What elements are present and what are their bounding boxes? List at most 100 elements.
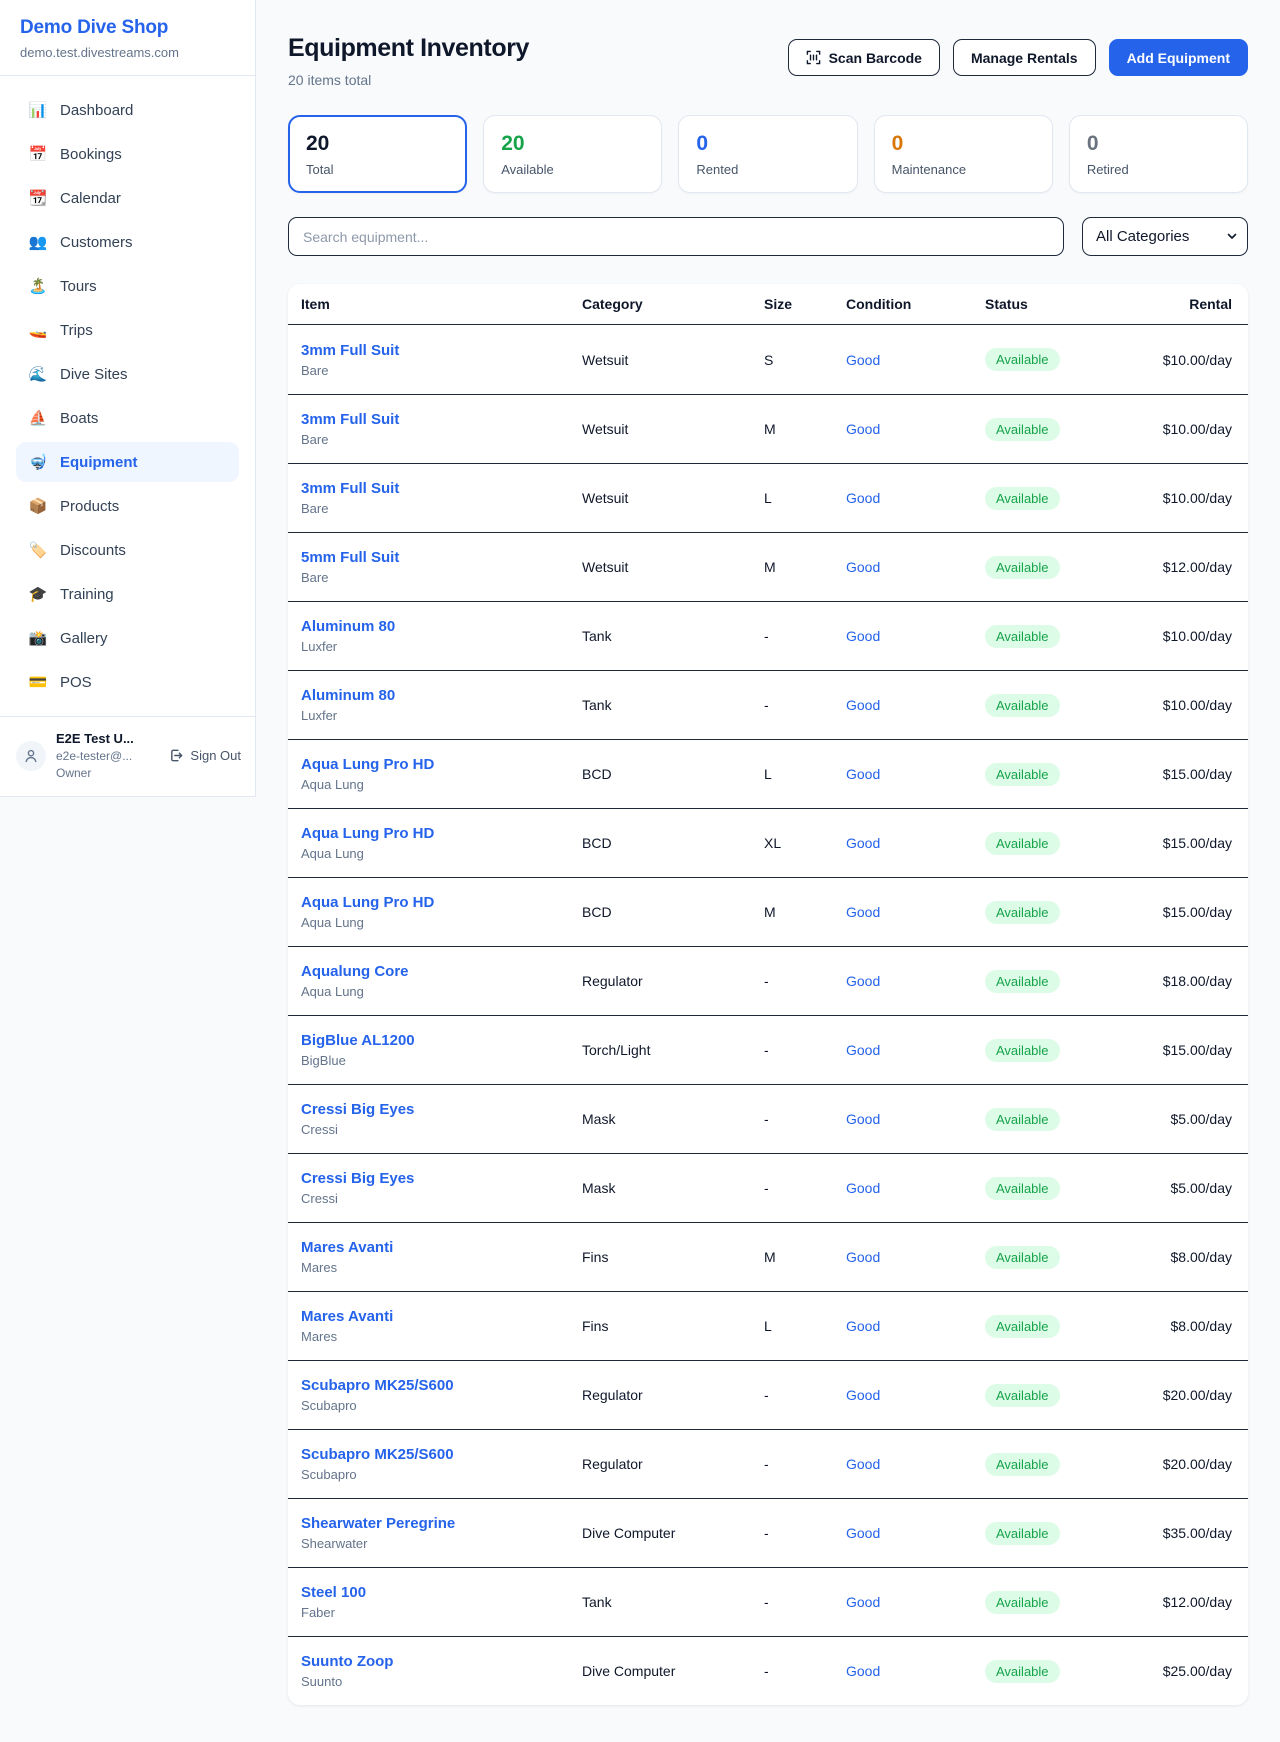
item-name-link[interactable]: Shearwater Peregrine <box>301 1515 456 1532</box>
size-cell: L <box>764 490 772 506</box>
scan-barcode-label: Scan Barcode <box>828 49 922 66</box>
category-select[interactable]: All Categories <box>1082 217 1248 256</box>
item-brand: Cressi <box>301 1122 338 1137</box>
sidebar-item[interactable]: 📆 Calendar <box>16 178 239 218</box>
stat-card[interactable]: 0 Maintenance <box>873 115 1053 193</box>
sidebar-item[interactable]: 📊 Dashboard <box>16 90 239 130</box>
nav-item-icon: 📦 <box>28 497 48 515</box>
item-cell: 3mm Full Suit Bare <box>301 411 582 447</box>
column-header-category: Category <box>582 296 643 312</box>
condition-link[interactable]: Good <box>846 421 881 437</box>
manage-rentals-button[interactable]: Manage Rentals <box>952 39 1096 76</box>
item-name-link[interactable]: 3mm Full Suit <box>301 341 400 359</box>
item-name-link[interactable]: Cressi Big Eyes <box>301 1170 415 1187</box>
item-name-link[interactable]: BigBlue AL1200 <box>301 1032 415 1049</box>
rental-cell: $8.00/day <box>1170 1249 1233 1265</box>
nav-item-icon: 📊 <box>28 101 48 119</box>
nav-item-icon: 🎓 <box>28 585 48 603</box>
status-badge: Available <box>985 831 1060 855</box>
condition-link[interactable]: Good <box>846 1318 881 1334</box>
rental-cell: $10.00/day <box>1162 628 1232 644</box>
item-name-link[interactable]: Aqualung Core <box>301 963 409 980</box>
sidebar-item[interactable]: 👥 Customers <box>16 222 239 262</box>
sidebar-item[interactable]: 🤿 Equipment <box>16 442 239 482</box>
sidebar-item[interactable]: 🌊 Dive Sites <box>16 354 239 394</box>
condition-link[interactable]: Good <box>846 1180 881 1196</box>
nav-item-icon: 📸 <box>28 629 48 647</box>
table-row: Aqua Lung Pro HD Aqua Lung BCD L Good Av… <box>288 739 1248 808</box>
condition-link[interactable]: Good <box>846 490 881 506</box>
item-name-link[interactable]: Scubapro MK25/S600 <box>301 1446 454 1463</box>
condition-link[interactable]: Good <box>846 1663 881 1679</box>
status-cell: Available <box>985 486 1082 510</box>
sidebar-item[interactable]: 🏷️ Discounts <box>16 530 239 570</box>
size-cell: - <box>764 1594 769 1610</box>
condition-link[interactable]: Good <box>846 835 881 851</box>
sidebar-item[interactable]: 💳 POS <box>16 662 239 702</box>
sign-out-button[interactable]: Sign Out <box>169 748 241 763</box>
stat-card[interactable]: 20 Total <box>288 115 468 193</box>
stat-card[interactable]: 20 Available <box>483 115 663 193</box>
nav-item-label: Products <box>60 497 120 515</box>
sidebar-item[interactable]: 🎓 Training <box>16 574 239 614</box>
item-name-link[interactable]: Aqua Lung Pro HD <box>301 756 435 773</box>
status-cell: Available <box>985 1176 1082 1200</box>
status-badge: Available <box>985 1038 1060 1062</box>
item-name-link[interactable]: Aqua Lung Pro HD <box>301 894 435 911</box>
condition-link[interactable]: Good <box>846 559 881 575</box>
brand-name: Demo Dive Shop <box>20 17 169 38</box>
category-cell: Wetsuit <box>582 490 629 506</box>
size-cell: - <box>764 1180 769 1196</box>
search-input[interactable] <box>288 217 1064 256</box>
condition-link[interactable]: Good <box>846 351 881 368</box>
category-cell: Wetsuit <box>582 421 629 437</box>
status-cell: Available <box>985 624 1082 648</box>
condition-link[interactable]: Good <box>846 973 881 989</box>
stat-label: Available <box>501 162 554 177</box>
item-name-link[interactable]: Scubapro MK25/S600 <box>301 1377 454 1394</box>
item-name-link[interactable]: Mares Avanti <box>301 1308 394 1325</box>
status-cell: Available <box>985 1659 1082 1683</box>
condition-link[interactable]: Good <box>846 1249 881 1265</box>
category-cell: Wetsuit <box>582 351 629 368</box>
sidebar-item[interactable]: 🚤 Trips <box>16 310 239 350</box>
condition-link[interactable]: Good <box>846 1111 881 1127</box>
item-cell: Aluminum 80 Luxfer <box>301 618 582 654</box>
item-name-link[interactable]: Aqua Lung Pro HD <box>301 825 435 842</box>
rental-cell: $10.00/day <box>1162 490 1232 506</box>
condition-link[interactable]: Good <box>846 766 881 782</box>
condition-link[interactable]: Good <box>846 1387 881 1403</box>
sidebar-item[interactable]: 🏝️ Tours <box>16 266 239 306</box>
table-row: Aqua Lung Pro HD Aqua Lung BCD M Good Av… <box>288 877 1248 946</box>
condition-link[interactable]: Good <box>846 697 881 713</box>
item-name-link[interactable]: Aluminum 80 <box>301 687 396 704</box>
item-name-link[interactable]: 3mm Full Suit <box>301 411 400 428</box>
stat-card[interactable]: 0 Retired <box>1068 115 1249 193</box>
sidebar-item[interactable]: 📅 Bookings <box>16 134 239 174</box>
condition-link[interactable]: Good <box>846 904 881 920</box>
user-email: e2e-tester@... <box>56 749 133 763</box>
condition-link[interactable]: Good <box>846 1594 881 1610</box>
item-name-link[interactable]: Cressi Big Eyes <box>301 1101 415 1118</box>
item-name-link[interactable]: Aluminum 80 <box>301 618 396 635</box>
condition-link[interactable]: Good <box>846 628 881 644</box>
size-cell: - <box>764 697 769 713</box>
sidebar-item[interactable]: ⛵ Boats <box>16 398 239 438</box>
item-name-link[interactable]: 5mm Full Suit <box>301 549 400 566</box>
condition-link[interactable]: Good <box>846 1525 881 1541</box>
status-badge: Available <box>985 969 1060 993</box>
add-equipment-button[interactable]: Add Equipment <box>1108 39 1248 76</box>
sidebar-item[interactable]: 📦 Products <box>16 486 239 526</box>
sidebar-item[interactable]: 📸 Gallery <box>16 618 239 658</box>
scan-barcode-button[interactable]: Scan Barcode <box>787 39 940 76</box>
condition-link[interactable]: Good <box>846 1042 881 1058</box>
item-name-link[interactable]: Suunto Zoop <box>301 1653 394 1670</box>
stat-card[interactable]: 0 Rented <box>678 115 858 193</box>
item-name-link[interactable]: 3mm Full Suit <box>301 480 400 497</box>
item-brand: Aqua Lung <box>301 777 364 792</box>
condition-link[interactable]: Good <box>846 1456 881 1472</box>
item-name-link[interactable]: Steel 100 <box>301 1584 367 1601</box>
table-row: 3mm Full Suit Bare Wetsuit M Good Availa… <box>288 394 1248 463</box>
item-name-link[interactable]: Mares Avanti <box>301 1239 394 1256</box>
